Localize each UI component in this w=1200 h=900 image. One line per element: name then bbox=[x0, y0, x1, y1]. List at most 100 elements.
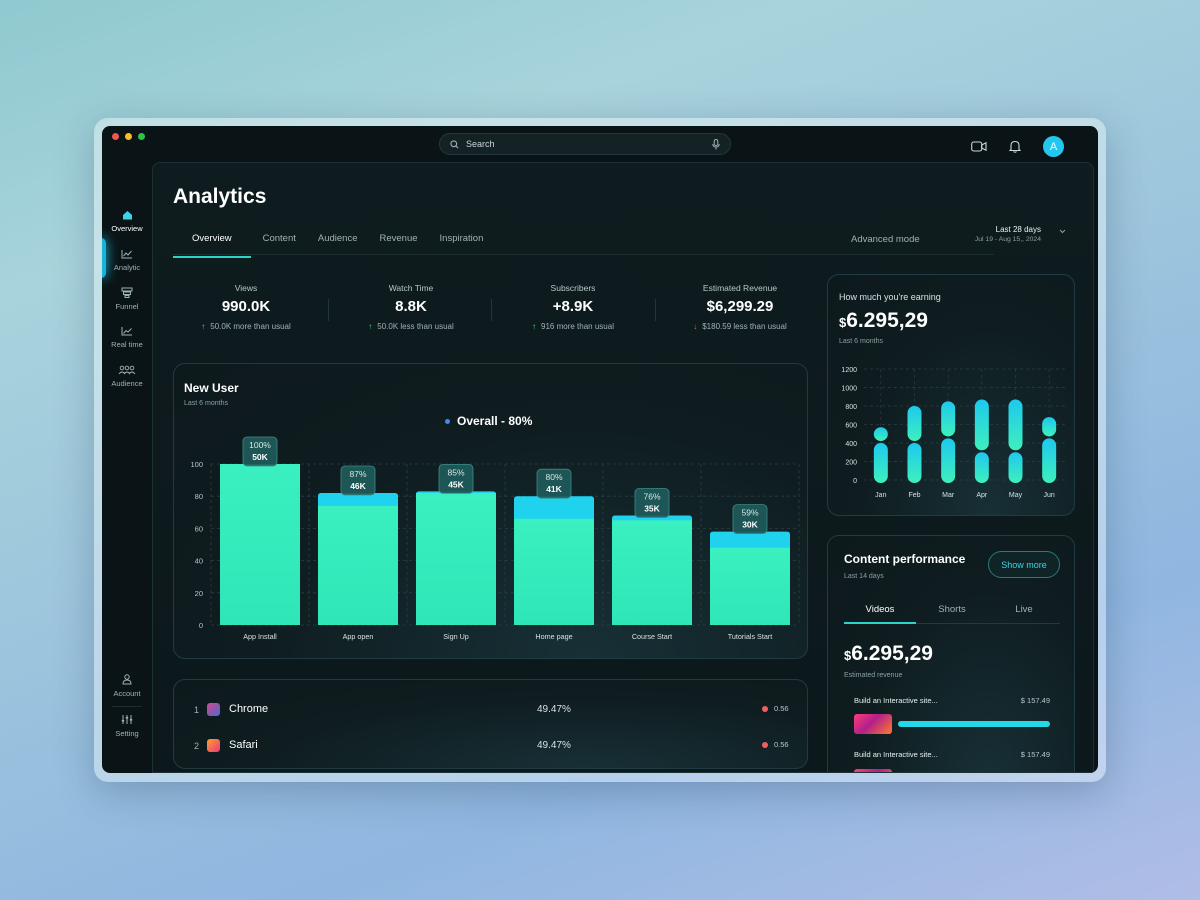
content-performance-card: Content performance Last 14 days Show mo… bbox=[827, 535, 1075, 772]
card-subtitle: Last 6 months bbox=[839, 338, 883, 345]
x-tick-label: App Install bbox=[243, 632, 277, 641]
earning-chart: 0 200 400 600 800 1000 1200 Jan Feb Mar Apr May Jun bbox=[841, 367, 1066, 499]
sidebar-item-setting[interactable]: Setting bbox=[102, 714, 152, 738]
content-title: Build an Interactive site... bbox=[854, 696, 938, 705]
home-icon bbox=[122, 211, 132, 220]
sidebar-item-audience[interactable]: Audience bbox=[102, 365, 152, 388]
x-tick-label: Course Start bbox=[632, 632, 672, 641]
video-camera-icon[interactable] bbox=[971, 141, 987, 152]
sliders-icon bbox=[121, 715, 133, 724]
capsule-lower bbox=[1008, 452, 1023, 483]
y-tick-label: 600 bbox=[845, 423, 857, 430]
bar-label-badge bbox=[242, 436, 278, 467]
search-icon bbox=[450, 139, 459, 148]
x-tick-label: App open bbox=[343, 632, 374, 641]
list-item[interactable]: 1 Chrome 49.47% 0.56 bbox=[194, 702, 789, 722]
sidebar-item-label: Funnel bbox=[115, 302, 139, 311]
date-range-picker[interactable]: Last 28 days Jul 19 - Aug 15,, 2024 bbox=[971, 225, 1041, 243]
tab-overview[interactable]: Overview bbox=[173, 233, 251, 258]
status-dot bbox=[762, 706, 768, 712]
sidebar-item-analytic[interactable]: Analytic bbox=[102, 249, 152, 272]
bar-segment bbox=[416, 492, 496, 625]
tab-audience[interactable]: Audience bbox=[317, 233, 358, 244]
sidebar-item-funnel[interactable]: Funnel bbox=[102, 287, 152, 311]
tab-content[interactable]: Content bbox=[262, 233, 296, 244]
stat-value: +8.9K bbox=[552, 298, 594, 315]
arrow-up-icon: ↑ bbox=[368, 322, 373, 331]
sidebar-item-label: Account bbox=[113, 689, 141, 698]
sidebar-item-label: Audience bbox=[111, 379, 143, 388]
list-item[interactable]: 2 Safari 49.47% 0.56 bbox=[194, 738, 789, 758]
stat-label: Estimated Revenue bbox=[702, 283, 778, 293]
page-title: Analytics bbox=[173, 185, 267, 208]
bar-label-badge bbox=[732, 504, 768, 535]
close-dot[interactable] bbox=[112, 133, 119, 140]
y-tick-label: 800 bbox=[845, 404, 857, 411]
microphone-icon[interactable] bbox=[712, 138, 720, 150]
stat-change-text: 50.0K less than usual bbox=[377, 322, 454, 331]
advanced-mode-toggle[interactable]: Advanced mode bbox=[851, 234, 920, 245]
sidebar-item-account[interactable]: Account bbox=[102, 674, 152, 698]
rank: 2 bbox=[194, 741, 200, 751]
tab-live[interactable]: Live bbox=[1015, 604, 1033, 615]
browser-value: 0.56 bbox=[774, 740, 789, 749]
stat-label: Watch Time bbox=[388, 283, 434, 293]
sidebar-item-overview[interactable]: Overview bbox=[102, 210, 152, 233]
stat-change-text: $180.59 less than usual bbox=[702, 322, 787, 331]
search-bar[interactable] bbox=[439, 133, 731, 155]
avatar[interactable]: A bbox=[1043, 136, 1064, 157]
x-tick-label: Tutorials Start bbox=[728, 632, 772, 641]
sidebar-item-label: Overview bbox=[111, 224, 143, 233]
currency-symbol: $ bbox=[839, 315, 847, 330]
tab-inspiration[interactable]: Inspiration bbox=[439, 233, 484, 244]
stat-divider bbox=[491, 299, 492, 321]
capsule-lower bbox=[1042, 438, 1057, 483]
x-tick-label: Apr bbox=[976, 492, 988, 499]
tab-videos[interactable]: Videos bbox=[865, 604, 895, 615]
x-tick-label: Feb bbox=[908, 492, 920, 499]
safari-icon bbox=[207, 739, 220, 752]
section-tabs: Overview Content Audience Revenue Inspir… bbox=[173, 233, 495, 258]
content-item[interactable]: Build an Interactive site... $ 157.49 bbox=[854, 750, 1050, 759]
active-indicator bbox=[102, 238, 106, 278]
content-price: $ 157.49 bbox=[1020, 750, 1050, 759]
y-tick-label: 400 bbox=[845, 441, 857, 448]
amount-value: 6.295,29 bbox=[846, 309, 928, 332]
sidebar-item-label: Real time bbox=[111, 340, 143, 349]
percent-label: 80% bbox=[545, 472, 562, 482]
percent-label: 59% bbox=[741, 508, 758, 518]
show-more-button[interactable]: Show more bbox=[988, 551, 1060, 578]
window-controls bbox=[112, 133, 145, 140]
bar-segment bbox=[710, 547, 790, 625]
date-range-dates: Jul 19 - Aug 15,, 2024 bbox=[974, 236, 1041, 243]
legend-dot bbox=[445, 418, 450, 424]
content-item[interactable]: Build an Interactive site... $ 157.49 bbox=[854, 696, 1050, 705]
count-label: 45K bbox=[448, 479, 464, 489]
browser-name: Safari bbox=[229, 739, 258, 751]
video-thumbnail[interactable] bbox=[854, 769, 892, 772]
search-input[interactable] bbox=[466, 139, 705, 149]
capsule-upper bbox=[1042, 417, 1057, 437]
bell-icon[interactable] bbox=[1009, 140, 1021, 153]
bar-segment bbox=[514, 518, 594, 625]
stat-change: ↑ 916 more than usual bbox=[493, 322, 653, 331]
amount-value: 6.295,29 bbox=[851, 642, 933, 665]
video-thumbnail[interactable] bbox=[854, 714, 892, 734]
percent-label: 87% bbox=[349, 469, 366, 479]
percent-label: 100% bbox=[249, 440, 271, 450]
bar-segment bbox=[318, 505, 398, 625]
y-tick-label: 80 bbox=[195, 492, 203, 501]
content-tabs: Videos Shorts Live bbox=[844, 598, 1060, 624]
maximize-dot[interactable] bbox=[138, 133, 145, 140]
stat-change: ↑ 50.0K less than usual bbox=[331, 322, 491, 331]
stat-value: $6,299.29 bbox=[706, 298, 774, 315]
sidebar: Overview Analytic Funnel Real time Audie… bbox=[102, 162, 152, 773]
tabs-divider bbox=[173, 254, 994, 255]
sidebar-item-real-time[interactable]: Real time bbox=[102, 326, 152, 349]
y-tick-label: 0 bbox=[199, 621, 203, 630]
minimize-dot[interactable] bbox=[125, 133, 132, 140]
tab-shorts[interactable]: Shorts bbox=[938, 604, 966, 615]
bar-label-badge bbox=[340, 465, 376, 496]
tab-revenue[interactable]: Revenue bbox=[379, 233, 418, 244]
chevron-down-icon[interactable] bbox=[1059, 229, 1066, 234]
